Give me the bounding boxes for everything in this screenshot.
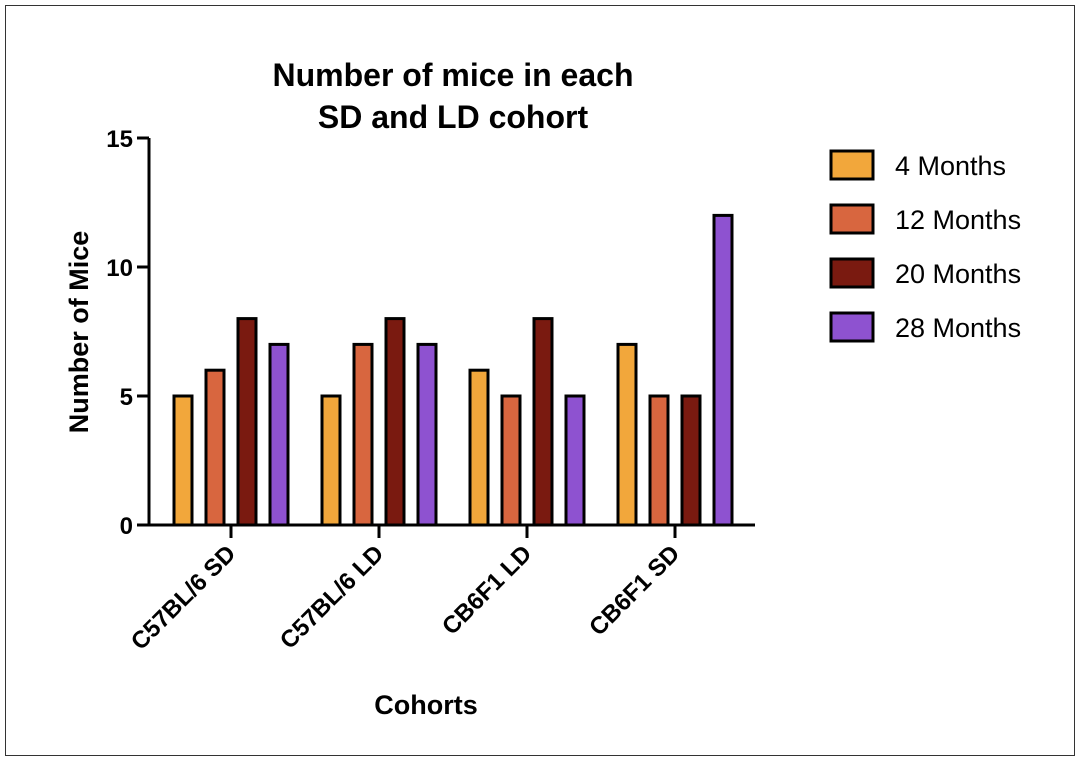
x-axis: C57BL/6 SD C57BL/6 LD CB6F1 LD CB6F1 SD xyxy=(126,523,755,655)
y-tick-label: 0 xyxy=(120,513,133,540)
x-category-label: C57BL/6 SD xyxy=(126,540,241,655)
x-category-label: C57BL/6 LD xyxy=(275,540,389,654)
legend-label: 4 Months xyxy=(895,151,1006,181)
bar xyxy=(204,368,226,527)
y-tick-label: 5 xyxy=(120,384,133,411)
y-tick-label: 15 xyxy=(106,126,133,153)
legend: 4 Months 12 Months 20 Months 28 Months xyxy=(829,149,1021,343)
y-tick-label: 10 xyxy=(106,255,133,282)
bar xyxy=(532,317,554,527)
x-axis-label: Cohorts xyxy=(374,690,478,720)
bar xyxy=(500,394,522,527)
bar xyxy=(236,317,258,527)
bar xyxy=(616,342,638,527)
x-category-label: CB6F1 LD xyxy=(437,540,537,640)
legend-swatch xyxy=(829,203,875,235)
bar xyxy=(320,394,342,527)
legend-label: 20 Months xyxy=(895,259,1021,289)
legend-swatch xyxy=(829,257,875,289)
legend-label: 12 Months xyxy=(895,205,1021,235)
bar xyxy=(680,394,702,527)
bars xyxy=(172,213,734,527)
legend-swatch xyxy=(829,311,875,343)
bar xyxy=(564,394,586,527)
bar xyxy=(468,368,490,527)
bar xyxy=(712,213,734,527)
legend-label: 28 Months xyxy=(895,313,1021,343)
bar xyxy=(268,342,290,527)
bar xyxy=(416,342,438,527)
chart-title-line-2: SD and LD cohort xyxy=(318,99,589,135)
bar xyxy=(352,342,374,527)
x-category-label: CB6F1 SD xyxy=(584,540,685,641)
legend-swatch xyxy=(829,149,875,181)
y-axis: 0 5 10 15 xyxy=(106,126,151,540)
bar xyxy=(648,394,670,527)
chart-title-line-1: Number of mice in each xyxy=(273,57,634,93)
y-axis-label: Number of Mice xyxy=(64,231,94,434)
bar xyxy=(172,394,194,527)
bar xyxy=(384,317,406,527)
